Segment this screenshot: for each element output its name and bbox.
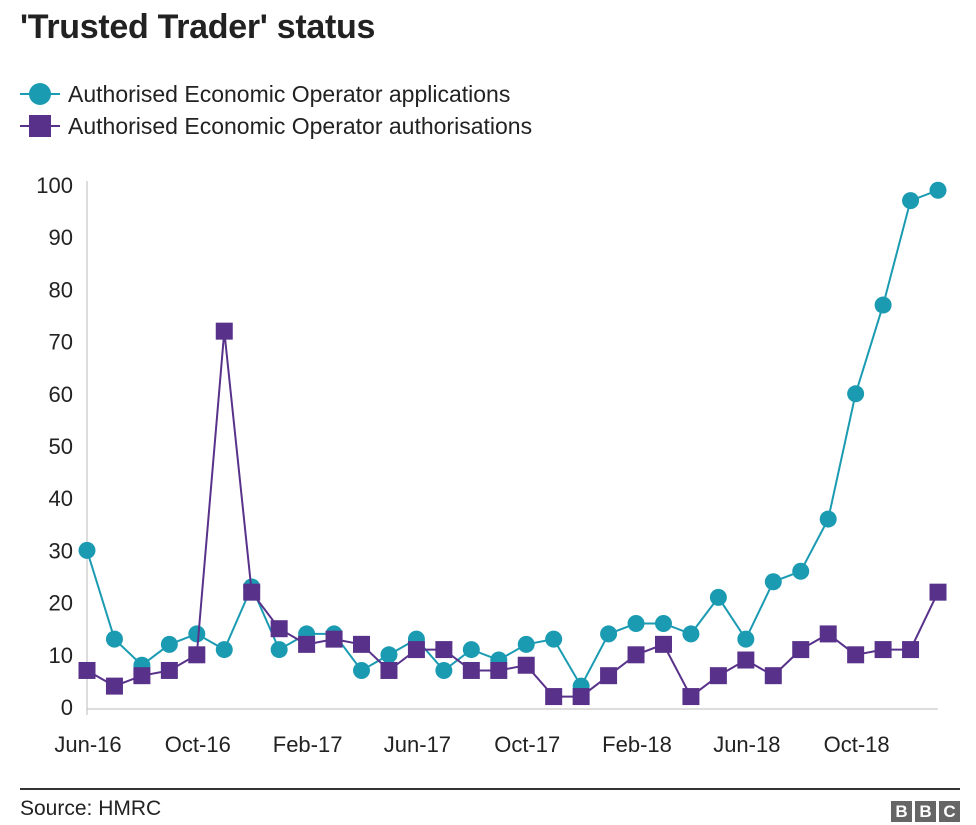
- data-point: [682, 625, 700, 643]
- data-point: [600, 667, 618, 685]
- data-point: [380, 661, 398, 679]
- data-point: [325, 630, 343, 648]
- data-point: [847, 646, 865, 664]
- series-layer: [78, 181, 947, 706]
- data-point: [929, 181, 947, 199]
- data-point: [353, 635, 371, 653]
- data-point: [709, 588, 727, 606]
- bbc-logo: B B C: [891, 801, 960, 822]
- data-point: [929, 583, 947, 601]
- data-point: [78, 541, 96, 559]
- y-tick-label: 0: [61, 695, 73, 720]
- data-point: [105, 677, 123, 695]
- logo-letter: B: [915, 801, 936, 822]
- data-point: [709, 667, 727, 685]
- y-axis: 0 10 20 30 40 50 60 70 80 90 100: [36, 173, 88, 720]
- logo-letter: B: [891, 801, 912, 822]
- data-point: [545, 688, 563, 706]
- source-note: Source: HMRC: [20, 797, 162, 820]
- data-point: [243, 583, 261, 601]
- legend-label-applications: Authorised Economic Operator application…: [68, 81, 511, 107]
- y-tick-label: 60: [49, 382, 73, 407]
- data-point: [902, 192, 920, 210]
- x-tick-label: Jun-18: [713, 732, 780, 757]
- y-tick-label: 80: [49, 277, 73, 302]
- x-tick-label: Jun-17: [384, 732, 451, 757]
- data-point: [298, 635, 316, 653]
- circle-marker-icon: [20, 83, 60, 105]
- x-tick-label: Oct-18: [824, 732, 890, 757]
- data-point: [517, 656, 535, 674]
- data-point: [847, 385, 865, 403]
- data-point: [160, 661, 178, 679]
- data-point: [764, 573, 782, 591]
- data-point: [517, 635, 535, 653]
- series-applications: [78, 181, 947, 695]
- data-point: [462, 661, 480, 679]
- data-point: [133, 667, 151, 685]
- data-point: [792, 641, 810, 659]
- data-point: [380, 646, 398, 664]
- footer-rule: [20, 788, 960, 790]
- data-point: [188, 625, 206, 643]
- data-point: [188, 646, 206, 664]
- data-point: [215, 322, 233, 340]
- data-point: [270, 641, 288, 659]
- x-tick-label: Oct-16: [165, 732, 231, 757]
- data-point: [874, 641, 892, 659]
- y-tick-label: 30: [49, 538, 73, 563]
- data-point: [654, 614, 672, 632]
- data-point: [627, 646, 645, 664]
- data-point: [600, 625, 618, 643]
- data-point: [792, 562, 810, 580]
- y-tick-label: 70: [49, 330, 73, 355]
- data-point: [682, 688, 700, 706]
- data-point: [654, 635, 672, 653]
- data-point: [819, 510, 837, 528]
- data-point: [270, 620, 288, 638]
- y-tick-label: 50: [49, 434, 73, 459]
- x-tick-label: Jun-16: [54, 732, 121, 757]
- logo-letter: C: [939, 801, 960, 822]
- y-tick-label: 100: [36, 173, 73, 198]
- x-tick-label: Oct-17: [494, 732, 560, 757]
- y-tick-label: 90: [49, 225, 73, 250]
- data-point: [462, 641, 480, 659]
- x-tick-label: Feb-17: [273, 732, 343, 757]
- y-tick-label: 40: [49, 486, 73, 511]
- series-authorisations: [78, 322, 947, 706]
- chart-title: 'Trusted Trader' status: [20, 8, 376, 46]
- data-point: [545, 630, 563, 648]
- series-line: [86, 331, 939, 699]
- data-point: [737, 630, 755, 648]
- data-point: [572, 688, 590, 706]
- line-chart: 0 10 20 30 40 50 60 70 80 90 100 Jun-16 Oct-16 Feb-1…: [36, 173, 947, 757]
- data-point: [353, 661, 371, 679]
- data-point: [407, 641, 425, 659]
- data-point: [764, 667, 782, 685]
- data-point: [78, 661, 96, 679]
- data-point: [105, 630, 123, 648]
- data-point: [874, 296, 892, 314]
- data-point: [160, 635, 178, 653]
- x-axis: Jun-16 Oct-16 Feb-17 Jun-17 Oct-17 Feb-18 Jun-…: [54, 708, 938, 757]
- y-tick-label: 20: [49, 591, 73, 616]
- x-tick-label: Feb-18: [602, 732, 672, 757]
- data-point: [215, 641, 233, 659]
- data-point: [435, 661, 453, 679]
- square-marker-icon: [20, 115, 60, 137]
- data-point: [435, 641, 453, 659]
- data-point: [627, 614, 645, 632]
- legend-label-authorisations: Authorised Economic Operator authorisati…: [68, 113, 533, 139]
- y-tick-label: 10: [49, 643, 73, 668]
- data-point: [490, 661, 508, 679]
- data-point: [819, 625, 837, 643]
- data-point: [737, 651, 755, 669]
- data-point: [902, 641, 920, 659]
